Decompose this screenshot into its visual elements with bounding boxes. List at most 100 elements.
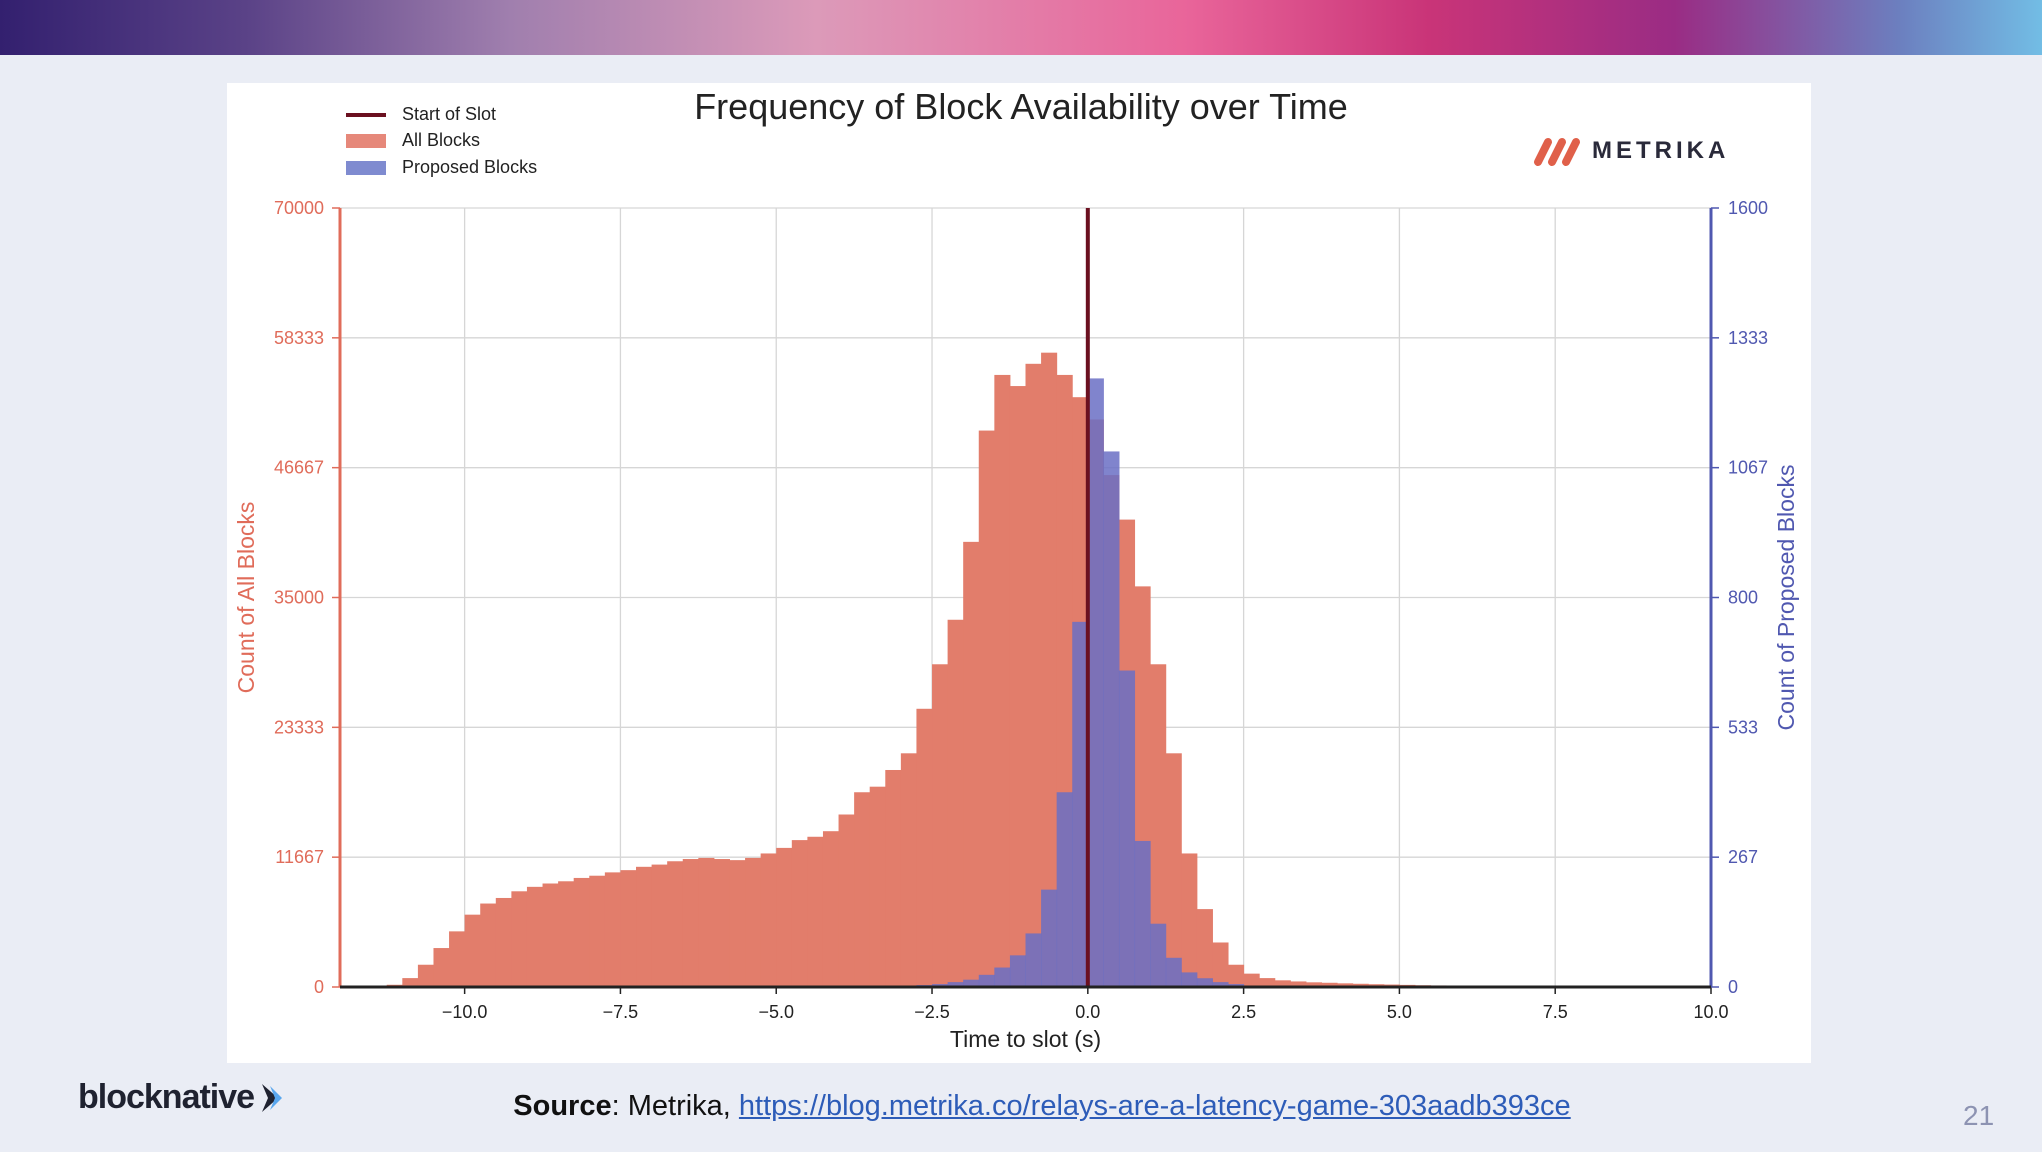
bar-all-blocks	[822, 831, 840, 987]
bar-all-blocks	[1274, 980, 1291, 987]
bar-proposed-blocks	[947, 982, 964, 987]
x-tick-label: 7.5	[1543, 1002, 1568, 1022]
bar-all-blocks	[1212, 942, 1229, 987]
y-tick-label-left: 35000	[274, 588, 324, 608]
bar-all-blocks	[402, 978, 419, 987]
bar-all-blocks	[1337, 983, 1354, 987]
bar-all-blocks	[776, 847, 793, 987]
bar-all-blocks	[542, 883, 559, 987]
y-tick-label-right: 1067	[1728, 458, 1768, 478]
header-gradient-bar	[0, 0, 2042, 55]
metrika-logo-icon	[1534, 138, 1580, 166]
bar-all-blocks	[682, 859, 699, 987]
bar-all-blocks	[854, 792, 871, 987]
bar-all-blocks	[526, 886, 544, 987]
source-text: : Metrika,	[611, 1090, 739, 1122]
blocknative-logo: blocknative	[78, 1078, 284, 1117]
bar-all-blocks	[698, 857, 715, 987]
bar-all-blocks	[480, 903, 497, 987]
y-axis-label-left: Count of All Blocks	[233, 502, 259, 694]
page-number: 21	[1963, 1100, 1995, 1131]
source-label: Source	[513, 1090, 612, 1122]
bar-all-blocks	[589, 875, 606, 987]
bar-proposed-blocks	[1009, 955, 1026, 987]
bar-all-blocks	[869, 786, 886, 987]
bar-all-blocks	[433, 948, 450, 987]
bar-all-blocks	[417, 964, 434, 987]
blocknative-wordmark: blocknative	[78, 1078, 255, 1116]
bar-all-blocks	[791, 840, 808, 987]
x-tick-label: −2.5	[914, 1002, 950, 1022]
y-tick-label-right: 1333	[1728, 328, 1768, 348]
bar-all-blocks	[947, 619, 964, 987]
bar-all-blocks	[745, 857, 762, 987]
bar-all-blocks	[620, 870, 637, 987]
x-tick-label: 10.0	[1693, 1002, 1728, 1022]
bar-proposed-blocks	[1150, 923, 1167, 987]
x-tick-label: 2.5	[1231, 1002, 1256, 1022]
x-tick-label: −5.0	[758, 1002, 794, 1022]
bar-all-blocks	[1041, 352, 1058, 988]
legend-swatch	[346, 160, 386, 175]
y-tick-label-right: 267	[1728, 847, 1758, 867]
bar-all-blocks	[636, 866, 653, 987]
bar-all-blocks	[1352, 983, 1369, 987]
bar-proposed-blocks	[1087, 378, 1104, 987]
bar-all-blocks	[1196, 909, 1213, 987]
source-citation: Source: Metrika, https://blog.metrika.co…	[0, 1090, 2042, 1123]
y-tick-label-left: 23333	[274, 717, 324, 737]
source-link[interactable]: https://blog.metrika.co/relays-are-a-lat…	[738, 1090, 1571, 1122]
bar-all-blocks	[1305, 982, 1323, 987]
bar-all-blocks	[667, 861, 684, 987]
bar-all-blocks	[511, 891, 528, 987]
legend-item-proposed-blocks: Proposed Blocks	[346, 157, 537, 178]
bar-proposed-blocks	[1196, 978, 1213, 987]
legend-item-all-blocks: All Blocks	[346, 130, 480, 151]
bar-all-blocks	[604, 872, 621, 987]
bar-all-blocks	[885, 769, 902, 987]
y-tick-label-left: 46667	[274, 458, 324, 478]
bar-all-blocks	[1259, 978, 1276, 987]
bar-all-blocks	[1243, 973, 1260, 987]
bar-proposed-blocks	[1212, 982, 1229, 987]
bar-all-blocks	[1150, 664, 1167, 987]
bar-proposed-blocks	[1103, 451, 1120, 987]
y-tick-label-right: 533	[1728, 717, 1758, 737]
bar-all-blocks	[573, 877, 590, 987]
bar-proposed-blocks	[1165, 957, 1182, 987]
legend-swatch	[346, 133, 386, 148]
bar-proposed-blocks	[1118, 670, 1136, 987]
y-axis-label-right: Count of Proposed Blocks	[1773, 465, 1799, 731]
bar-all-blocks	[1165, 753, 1182, 987]
bar-proposed-blocks	[1025, 933, 1042, 987]
x-axis-label: Time to slot (s)	[950, 1026, 1101, 1052]
bar-proposed-blocks	[1056, 792, 1073, 987]
y-tick-label-left: 70000	[274, 198, 324, 218]
bar-all-blocks	[1321, 982, 1338, 987]
bar-all-blocks	[838, 814, 855, 987]
bar-all-blocks	[713, 859, 730, 987]
y-tick-label-left: 11667	[275, 847, 324, 867]
chart-title: Frequency of Block Availability over Tim…	[694, 86, 1348, 127]
bar-proposed-blocks	[963, 979, 980, 987]
bar-all-blocks	[495, 897, 512, 987]
y-tick-label-left: 58333	[274, 328, 324, 348]
bar-proposed-blocks	[1072, 621, 1089, 987]
bar-all-blocks	[1009, 386, 1026, 987]
bar-all-blocks	[464, 914, 481, 987]
metrika-logo: METRIKA	[1532, 134, 1729, 168]
y-tick-label-left: 0	[314, 977, 324, 997]
x-tick-label: 0.0	[1075, 1002, 1100, 1022]
y-tick-label-right: 800	[1728, 588, 1758, 608]
bar-all-blocks	[1025, 363, 1042, 987]
bar-proposed-blocks	[978, 974, 995, 987]
bar-all-blocks	[651, 864, 668, 987]
legend-line-swatch	[346, 112, 386, 117]
legend-label: Start of Slot	[402, 104, 497, 124]
bar-all-blocks	[729, 860, 746, 987]
bar-all-blocks	[978, 430, 995, 988]
bar-all-blocks	[760, 853, 777, 987]
bar-all-blocks	[900, 753, 917, 987]
legend-label: All Blocks	[402, 130, 481, 150]
bar-all-blocks	[963, 541, 980, 987]
